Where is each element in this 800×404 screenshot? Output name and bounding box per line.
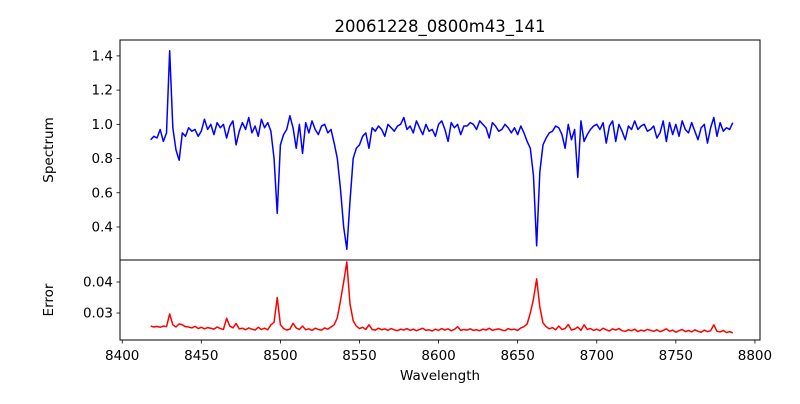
y-tick-label: 0.03 [83,306,113,322]
y-tick-label: 0.04 [83,275,113,291]
axes-frame [119,259,761,341]
y-tick-label: 0.4 [92,219,113,235]
y-tick-label: 0.6 [92,185,113,201]
y-tick-label: 1.2 [92,83,113,99]
x-tick-label: 8800 [738,348,772,364]
x-tick-label: 8450 [184,348,218,364]
error-panel: 0.03 0.04 [83,259,761,341]
x-tick-label: 8550 [342,348,376,364]
x-axis-label: Wavelength [400,368,480,384]
x-tick-label: 8700 [580,348,614,364]
error-line [150,261,734,334]
axes-frame [119,39,761,261]
x-axis: 8400 8450 8500 8550 8600 8650 8700 8750 8800 [105,340,772,364]
y-tick-label: 1.4 [92,48,113,64]
x-tick-label: 8500 [263,348,297,364]
spectrum-panel: 0.4 0.6 0.8 1.0 1.2 1.4 [92,39,761,261]
chart-title: 20061228_0800m43_141 [334,17,545,37]
x-tick-label: 8400 [105,348,139,364]
y-tick-label: 1.0 [92,117,113,133]
spectrum-line [150,50,734,250]
error-y-axis-label: Error [41,283,57,316]
x-tick-label: 8650 [500,348,534,364]
x-tick-label: 8750 [659,348,693,364]
x-tick-label: 8600 [421,348,455,364]
y-tick-label: 0.8 [92,151,113,167]
spectrum-y-axis-label: Spectrum [41,117,57,182]
